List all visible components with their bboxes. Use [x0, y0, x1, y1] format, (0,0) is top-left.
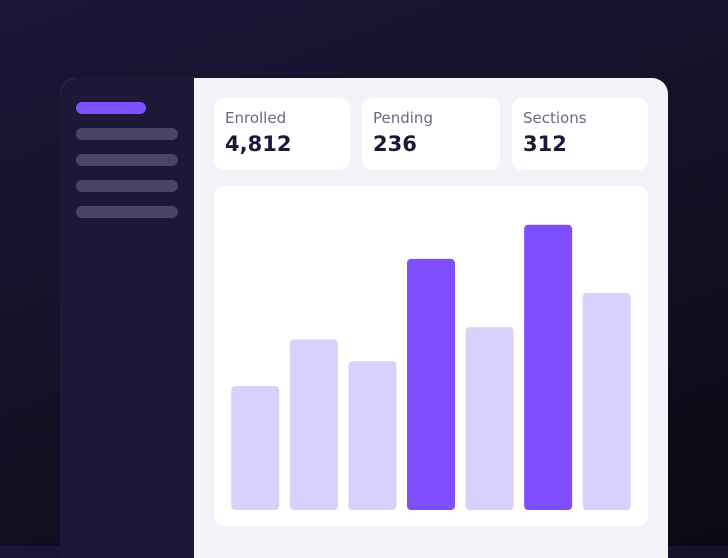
stat-value: 4,812 [225, 132, 292, 156]
stat-label: Pending [373, 109, 433, 127]
stat-value: 312 [523, 132, 567, 156]
bar [407, 258, 455, 510]
sidebar [60, 78, 194, 558]
nav-item-active[interactable] [76, 102, 146, 114]
stat-card: Pending 236 [362, 98, 500, 170]
nav-item[interactable] [76, 180, 178, 192]
nav-item[interactable] [76, 154, 178, 166]
bar [465, 327, 514, 510]
nav-item[interactable] [76, 206, 178, 218]
stat-label: Sections [523, 109, 587, 127]
app-window: Enrolled 4,812 Pending 236 Sections 312 [60, 78, 668, 558]
stat-label: Enrolled [225, 109, 287, 127]
stat-card: Enrolled 4,812 [214, 98, 350, 170]
stat-value: 236 [373, 132, 417, 156]
bar [524, 224, 573, 511]
bar [582, 293, 631, 510]
chart-card [214, 186, 648, 526]
nav-item[interactable] [76, 128, 178, 140]
bar [289, 339, 338, 510]
chart [231, 224, 631, 511]
bar [231, 386, 280, 510]
bar [348, 361, 397, 510]
stat-card: Sections 312 [512, 98, 648, 170]
